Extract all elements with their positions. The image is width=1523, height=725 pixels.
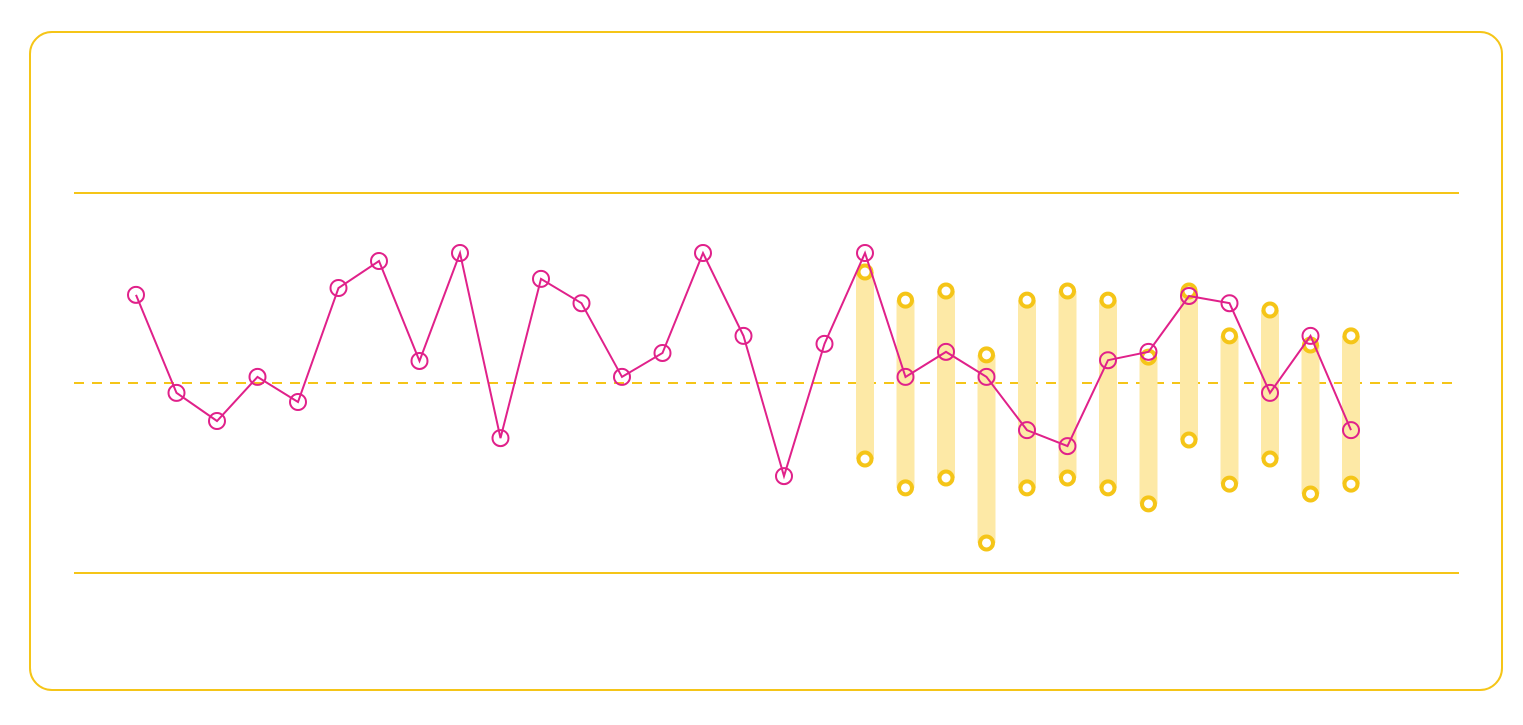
- range-high: [1261, 301, 1279, 319]
- point: [208, 412, 226, 430]
- range-low: [1059, 469, 1076, 487]
- point: [248, 367, 267, 386]
- range-bar: [856, 272, 874, 459]
- point: [289, 393, 307, 411]
- point: [1058, 437, 1077, 456]
- point: [1261, 383, 1279, 402]
- point: [572, 294, 591, 313]
- range-bar: [977, 354, 996, 543]
- range-high: [1018, 291, 1036, 309]
- range-low: [1018, 479, 1036, 497]
- range-low: [856, 450, 874, 468]
- range-low: [1221, 475, 1238, 493]
- line: [135, 249, 1352, 480]
- point: [1342, 421, 1360, 440]
- point: [1301, 326, 1320, 345]
- range-high: [1099, 291, 1117, 309]
- point: [775, 467, 793, 486]
- range-bar: [1058, 291, 1077, 478]
- range-low: [937, 469, 955, 487]
- card: [29, 31, 1503, 691]
- range-low: [1261, 450, 1279, 468]
- range-high: [937, 282, 955, 300]
- range-low: [1342, 475, 1360, 493]
- range-high: [897, 291, 914, 309]
- range-low: [1140, 495, 1157, 513]
- point: [937, 342, 955, 361]
- range-bar: [1139, 357, 1158, 504]
- range-bar: [896, 300, 915, 488]
- point: [167, 383, 186, 402]
- point: [491, 429, 510, 448]
- point: [815, 334, 834, 353]
- point: [329, 279, 348, 297]
- point: [451, 244, 469, 263]
- point: [653, 343, 672, 362]
- range-bar: [1018, 300, 1036, 488]
- point: [370, 252, 388, 271]
- point: [1139, 342, 1158, 361]
- range-low: [897, 479, 914, 497]
- point: [1018, 421, 1036, 440]
- range-low: [1099, 479, 1117, 497]
- point: [734, 326, 753, 345]
- range-bar: [1099, 300, 1117, 488]
- point: [856, 244, 874, 263]
- range-bar: [937, 291, 955, 478]
- point: [977, 367, 996, 386]
- point: [613, 367, 631, 386]
- range-high: [978, 346, 995, 364]
- point: [896, 367, 915, 386]
- point: [1099, 351, 1117, 370]
- point: [694, 244, 712, 263]
- range-high: [1221, 327, 1238, 345]
- range-bar: [1342, 335, 1360, 485]
- point: [1220, 294, 1239, 313]
- range-low: [1302, 485, 1319, 503]
- point: [127, 285, 145, 304]
- point: [1180, 286, 1198, 305]
- point: [410, 351, 429, 370]
- range-bar: [1180, 291, 1198, 440]
- range-high: [1342, 327, 1360, 345]
- range-low: [978, 534, 995, 552]
- range-low: [1180, 431, 1198, 449]
- range-bar: [1220, 335, 1239, 485]
- range-high: [1059, 282, 1076, 300]
- range-bar: [1301, 345, 1320, 494]
- point: [532, 269, 550, 288]
